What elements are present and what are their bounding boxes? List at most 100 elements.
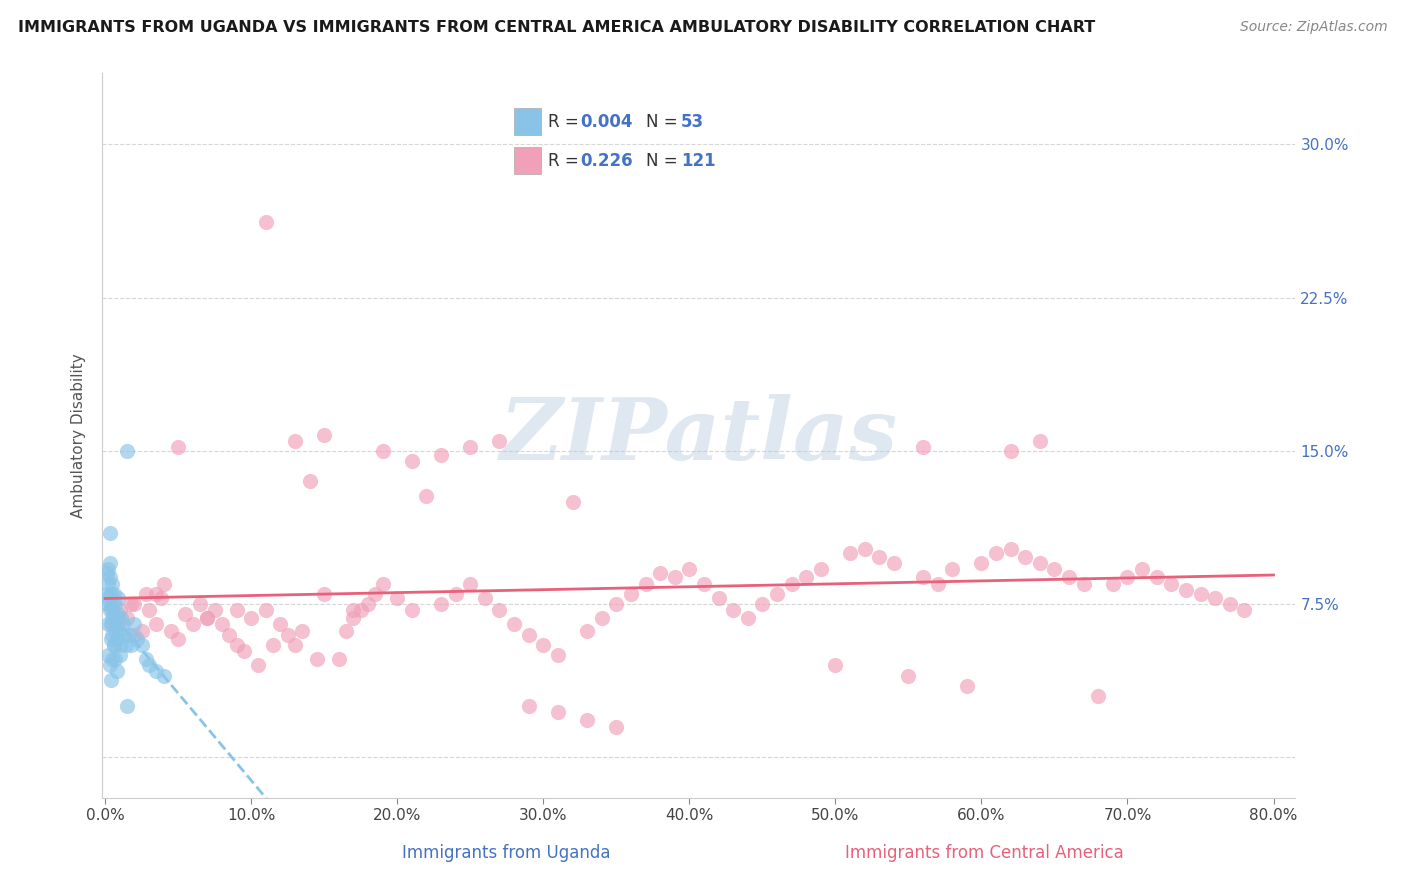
Point — [131, 638, 153, 652]
Point — [970, 556, 993, 570]
Point — [291, 624, 314, 638]
Point — [115, 443, 138, 458]
Text: 0.004: 0.004 — [579, 113, 633, 131]
Point — [195, 611, 218, 625]
Point — [1174, 582, 1197, 597]
Point — [984, 546, 1007, 560]
Point — [105, 632, 128, 646]
Point — [98, 658, 121, 673]
Point — [135, 587, 157, 601]
Point — [254, 215, 277, 229]
Point — [115, 611, 138, 625]
Point — [96, 597, 118, 611]
Point — [100, 601, 122, 615]
Point — [100, 632, 122, 646]
Point — [103, 607, 125, 622]
Text: R =: R = — [548, 152, 583, 169]
Point — [100, 587, 122, 601]
Text: Immigrants from Central America: Immigrants from Central America — [845, 844, 1123, 862]
Point — [1189, 587, 1212, 601]
Point — [335, 624, 357, 638]
Point — [794, 570, 817, 584]
Point — [897, 668, 920, 682]
Point — [124, 617, 146, 632]
Point — [124, 597, 146, 611]
Point — [108, 648, 131, 662]
Point — [100, 673, 122, 687]
Point — [1000, 443, 1022, 458]
Point — [110, 611, 132, 625]
Point — [1102, 576, 1125, 591]
Point — [211, 617, 233, 632]
Point — [1130, 562, 1153, 576]
Point — [152, 668, 174, 682]
Point — [305, 652, 328, 666]
Point — [474, 591, 496, 605]
Point — [104, 597, 127, 611]
Point — [328, 652, 350, 666]
Point — [225, 603, 247, 617]
Point — [145, 665, 167, 679]
Point — [517, 699, 540, 714]
Point — [314, 427, 336, 442]
Point — [103, 638, 125, 652]
Point — [98, 570, 121, 584]
Point — [269, 617, 291, 632]
Point — [107, 591, 129, 605]
Point — [115, 699, 138, 714]
Point — [458, 440, 481, 454]
Point — [167, 440, 190, 454]
Point — [503, 617, 526, 632]
Point — [1000, 541, 1022, 556]
Point — [101, 652, 124, 666]
Point — [254, 603, 277, 617]
Point — [737, 611, 759, 625]
Point — [96, 587, 118, 601]
Point — [371, 443, 394, 458]
Point — [262, 638, 284, 652]
Point — [111, 617, 134, 632]
Point — [342, 603, 364, 617]
Point — [97, 562, 120, 576]
Point — [1043, 562, 1066, 576]
Point — [108, 638, 131, 652]
Text: Source: ZipAtlas.com: Source: ZipAtlas.com — [1240, 20, 1388, 34]
Point — [1219, 597, 1241, 611]
Point — [114, 638, 136, 652]
Point — [101, 597, 124, 611]
Point — [138, 658, 160, 673]
Point — [664, 570, 686, 584]
Text: Immigrants from Uganda: Immigrants from Uganda — [402, 844, 610, 862]
Point — [371, 576, 394, 591]
Point — [1029, 556, 1052, 570]
Point — [97, 576, 120, 591]
Point — [576, 624, 599, 638]
Point — [430, 597, 453, 611]
Point — [531, 638, 554, 652]
Point — [101, 576, 124, 591]
Point — [105, 665, 128, 679]
Point — [131, 624, 153, 638]
Point — [547, 706, 569, 720]
Text: 121: 121 — [681, 152, 716, 169]
Text: 0.226: 0.226 — [579, 152, 633, 169]
Text: R =: R = — [548, 113, 583, 131]
Point — [127, 632, 149, 646]
Point — [105, 617, 128, 632]
Point — [620, 587, 643, 601]
Point — [927, 576, 949, 591]
Point — [101, 617, 124, 632]
Point — [605, 720, 627, 734]
Point — [117, 628, 139, 642]
Point — [97, 591, 120, 605]
Point — [149, 591, 172, 605]
Point — [364, 587, 387, 601]
Point — [956, 679, 979, 693]
Point — [314, 587, 336, 601]
Point — [284, 434, 307, 448]
Point — [941, 562, 963, 576]
Point — [488, 603, 510, 617]
Point — [1073, 576, 1095, 591]
Point — [174, 607, 197, 622]
Point — [401, 603, 423, 617]
